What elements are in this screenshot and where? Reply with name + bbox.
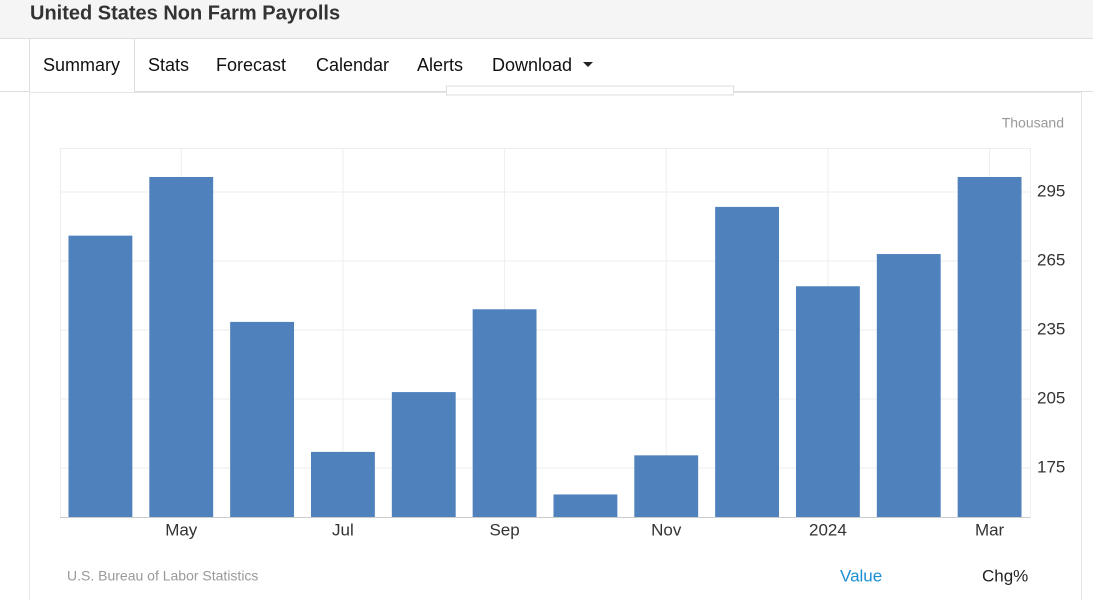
dropdown-caret (583, 62, 593, 67)
bar (553, 494, 618, 517)
y-tick-label: 295 (1037, 181, 1065, 200)
bar (957, 176, 1022, 518)
legend-value[interactable]: Value (840, 566, 882, 585)
tab[interactable]: Stats (148, 55, 189, 75)
y-tick-label: 175 (1037, 457, 1065, 476)
active-tab (29, 38, 135, 93)
bar (715, 206, 780, 517)
tab[interactable]: Calendar (316, 55, 389, 75)
unit-label: Thousand (1002, 115, 1064, 131)
bar (876, 254, 941, 518)
panel-input (446, 85, 734, 96)
source: U.S. Bureau of Labor Statistics (67, 568, 258, 584)
page-title: United States Non Farm Payrolls (30, 2, 340, 24)
bar (634, 455, 699, 517)
bar (68, 235, 133, 518)
bar (310, 451, 375, 517)
x-tick-label: Mar (975, 520, 1005, 539)
tab[interactable]: Alerts (417, 55, 463, 75)
x-tick-label: 2024 (809, 520, 847, 539)
tab[interactable]: Download (492, 55, 572, 75)
bar (472, 309, 537, 517)
tab[interactable]: Summary (43, 55, 120, 75)
bar (795, 286, 860, 517)
bar (230, 321, 295, 517)
x-tick-label: May (165, 520, 198, 539)
legend-chg[interactable]: Chg% (982, 566, 1028, 585)
header-bar (0, 0, 1093, 38)
x-tick-label: Jul (332, 520, 354, 539)
y-tick-label: 205 (1037, 388, 1065, 407)
bar (149, 176, 214, 518)
y-tick-label: 265 (1037, 250, 1065, 269)
tab[interactable]: Forecast (216, 55, 286, 75)
bar (391, 392, 456, 517)
y-tick-label: 235 (1037, 319, 1065, 338)
x-tick-label: Nov (651, 520, 682, 539)
x-tick-label: Sep (489, 520, 519, 539)
